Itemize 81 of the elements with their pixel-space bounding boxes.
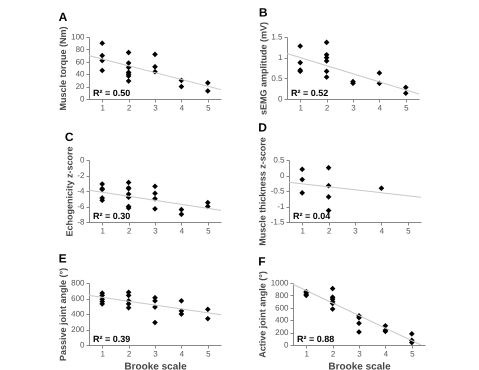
x-tick-label: 2 — [324, 104, 330, 112]
x-tick-label: 4 — [180, 226, 185, 236]
annotation: R² = 0.88 — [297, 334, 334, 344]
y-tick-label: -4 — [77, 186, 86, 196]
y-tick-label: 0 — [284, 340, 290, 350]
chart-title: E — [58, 251, 67, 266]
y-axis-title: sEMG amplitude (mV) — [258, 22, 268, 116]
x-tick-label: 3 — [357, 350, 362, 358]
y-tick-label: 60 — [76, 57, 86, 66]
chart-title: F — [258, 254, 266, 269]
annotation: R² = 0.30 — [93, 211, 130, 221]
x-tick-label: 1 — [304, 350, 310, 358]
y-tick-label: 200 — [71, 325, 86, 334]
x-tick-label: 1 — [100, 226, 106, 236]
y-axis-title: Active joint angle (°) — [258, 271, 268, 358]
x-tick-label: 3 — [351, 104, 356, 112]
y-tick-label: -1.5 — [270, 218, 286, 226]
x-tick-label: 4 — [180, 350, 185, 358]
y-tick-label: 1 — [278, 53, 284, 62]
x-tick-label: 2 — [330, 350, 336, 358]
y-tick-label: 200 — [275, 328, 290, 338]
y-tick-label: 600 — [275, 303, 290, 312]
x-tick-label: 4 — [378, 104, 383, 112]
y-tick-label: 100 — [71, 32, 86, 42]
y-tick-label: -1 — [277, 202, 286, 211]
y-axis-title: Echogenicity z-score — [64, 146, 74, 237]
x-tick-label: 5 — [206, 226, 212, 236]
x-tick-label: 4 — [384, 350, 389, 358]
y-tick-label: 40 — [76, 70, 86, 79]
annotation: R² = 0.39 — [93, 334, 130, 344]
x-tick-label: 4 — [180, 104, 185, 112]
y-tick-label: 80 — [76, 44, 86, 54]
x-tick-label: 5 — [206, 104, 212, 112]
x-tick-label: 2 — [126, 104, 132, 112]
x-tick-label: 4 — [380, 226, 385, 236]
y-tick-label: 20 — [76, 82, 86, 92]
x-tick-label: 1 — [298, 104, 304, 112]
y-tick-label: 0.5 — [273, 156, 286, 164]
x-tick-label: 1 — [100, 350, 106, 358]
y-axis-title: Muscle thickness z-score — [258, 137, 268, 246]
x-tick-label: 1 — [300, 226, 306, 236]
x-tick-label: 5 — [404, 104, 410, 112]
chart-title: D — [258, 120, 268, 135]
annotation: R² = 0.50 — [93, 88, 130, 98]
y-tick-label: 400 — [275, 316, 290, 325]
x-axis-title: Brooke scale — [328, 362, 392, 370]
x-tick-label: 3 — [153, 226, 158, 236]
x-tick-label: 5 — [406, 226, 412, 236]
chart-title: A — [58, 10, 68, 24]
chart-title: C — [64, 130, 74, 144]
chart-title: B — [258, 5, 268, 20]
y-tick-label: 400 — [71, 310, 86, 318]
x-tick-label: 2 — [326, 226, 332, 236]
x-tick-label: 2 — [126, 350, 132, 358]
y-tick-label: 800 — [275, 290, 290, 300]
y-tick-label: -2 — [77, 171, 86, 180]
y-tick-label: -8 — [77, 218, 86, 226]
y-tick-label: 1000 — [270, 278, 290, 288]
x-tick-label: 1 — [100, 104, 106, 112]
y-tick-label: 0 — [80, 340, 86, 350]
y-tick-label: 0.5 — [271, 74, 284, 83]
y-tick-label: 0 — [278, 94, 284, 104]
y-tick-label: 0 — [80, 156, 86, 164]
y-tick-label: -6 — [77, 202, 86, 211]
x-tick-label: 2 — [126, 226, 132, 236]
y-axis-title: Muscle torque (Nm) — [58, 26, 68, 111]
x-tick-label: 3 — [353, 226, 358, 236]
y-tick-label: 1.5 — [271, 32, 284, 42]
y-tick-label: 600 — [71, 294, 86, 303]
y-tick-label: 0 — [280, 171, 286, 180]
x-tick-label: 5 — [410, 350, 416, 358]
annotation: R² = 0.52 — [291, 88, 328, 98]
x-tick-label: 3 — [153, 350, 158, 358]
y-tick-label: 800 — [71, 278, 86, 288]
y-axis-title: Passive joint angle (°) — [58, 268, 68, 362]
annotation: R² = 0.04 — [293, 211, 330, 221]
x-axis-title: Brooke scale — [124, 362, 188, 370]
x-tick-label: 5 — [206, 350, 212, 358]
x-tick-label: 3 — [153, 104, 158, 112]
y-tick-label: 0 — [80, 94, 86, 104]
y-tick-label: -0.5 — [270, 186, 286, 196]
